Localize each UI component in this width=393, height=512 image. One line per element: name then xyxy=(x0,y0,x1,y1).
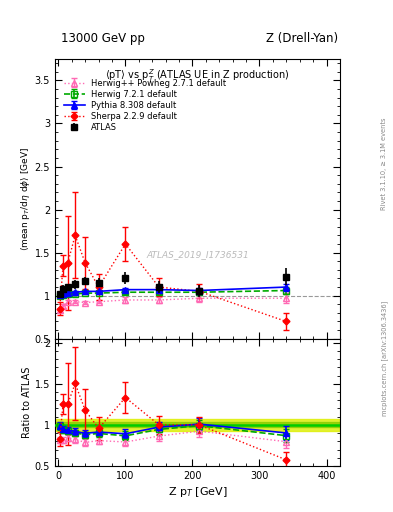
Y-axis label: Ratio to ATLAS: Ratio to ATLAS xyxy=(22,367,32,438)
Bar xyxy=(55,422,340,428)
Text: $\langle$pT$\rangle$ vs p$_T^Z$ (ATLAS UE in Z production): $\langle$pT$\rangle$ vs p$_T^Z$ (ATLAS U… xyxy=(105,67,290,84)
Legend: Herwig++ Powheg 2.7.1 default, Herwig 7.2.1 default, Pythia 8.308 default, Sherp: Herwig++ Powheg 2.7.1 default, Herwig 7.… xyxy=(62,77,228,134)
Text: mcplots.cern.ch [arXiv:1306.3436]: mcplots.cern.ch [arXiv:1306.3436] xyxy=(381,301,388,416)
Text: 13000 GeV pp: 13000 GeV pp xyxy=(61,32,145,45)
Bar xyxy=(55,419,340,431)
Text: Z (Drell-Yan): Z (Drell-Yan) xyxy=(266,32,338,45)
X-axis label: Z p$_T$ [GeV]: Z p$_T$ [GeV] xyxy=(167,485,228,499)
Y-axis label: $\langle$mean p$_T$/d$\eta$ d$\phi\rangle$ [GeV]: $\langle$mean p$_T$/d$\eta$ d$\phi\rangl… xyxy=(19,147,32,251)
Text: Rivet 3.1.10, ≥ 3.1M events: Rivet 3.1.10, ≥ 3.1M events xyxy=(381,118,387,210)
Text: ATLAS_2019_I1736531: ATLAS_2019_I1736531 xyxy=(146,250,249,259)
